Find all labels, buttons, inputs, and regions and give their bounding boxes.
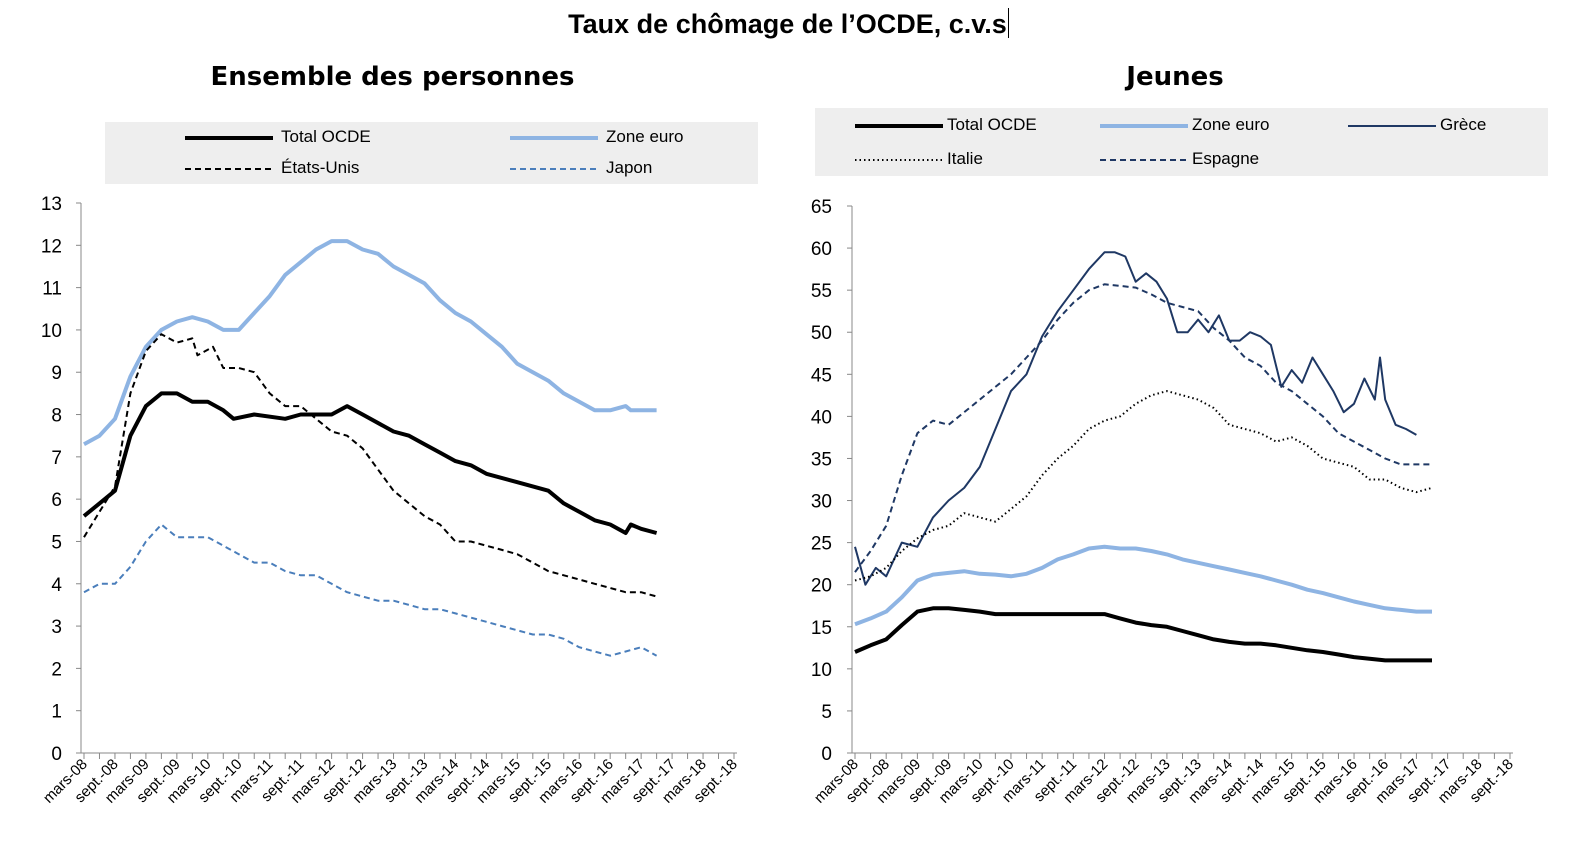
left-legend: Total OCDE Zone euro États-Unis Japon: [105, 122, 758, 184]
legend-label: Total OCDE: [281, 127, 371, 146]
right-line-chart: 05101520253035404550556065mars-08sept.-0…: [811, 197, 1517, 807]
series-line-italie: [854, 390, 1433, 582]
y-tick-label: 11: [42, 279, 62, 300]
y-tick-label: 3: [51, 617, 62, 638]
y-tick-label: 25: [811, 534, 832, 555]
y-tick-label: 8: [51, 406, 62, 427]
series-line-espagne: [854, 283, 1432, 573]
y-tick-label: 55: [811, 281, 832, 302]
y-tick-label: 2: [51, 659, 62, 680]
y-tick-label: 60: [811, 239, 832, 260]
y-tick-label: 45: [811, 365, 832, 386]
legend-label: États-Unis: [281, 158, 360, 177]
y-tick-label: 30: [811, 492, 832, 513]
series-line-total-ocde: [82, 391, 658, 535]
y-tick-label: 7: [51, 448, 62, 469]
y-tick-label: 13: [41, 194, 62, 215]
right-legend: Total OCDE Zone euro Grèce Italie Espagn…: [815, 108, 1548, 176]
legend-label: Italie: [947, 149, 983, 168]
legend-label: Espagne: [1192, 149, 1260, 168]
right-panel-title: Jeunes: [1126, 62, 1224, 92]
y-tick-label: 20: [811, 576, 832, 597]
text-cursor: [1007, 8, 1009, 38]
y-tick-label: 4: [51, 575, 62, 596]
y-tick-label: 0: [821, 744, 832, 765]
y-tick-label: 40: [811, 407, 832, 428]
series-line-zone-euro: [854, 544, 1432, 627]
main-title: Taux de chômage de l’OCDE, c.v.s: [568, 8, 1009, 39]
y-tick-label: 65: [811, 197, 832, 218]
y-tick-label: 12: [41, 236, 62, 257]
y-tick-label: 1: [51, 702, 62, 723]
y-tick-label: 10: [41, 321, 62, 342]
y-tick-label: 0: [51, 744, 62, 765]
y-tick-label: 6: [51, 490, 62, 511]
y-tick-label: 15: [811, 618, 832, 639]
y-tick-label: 5: [821, 702, 832, 723]
series-line-zone-euro: [83, 239, 657, 446]
y-tick-label: 9: [51, 363, 62, 384]
legend-label: Japon: [606, 158, 653, 177]
series-line-grece: [854, 251, 1417, 586]
left-line-chart: 012345678910111213mars-08sept.-08mars-09…: [40, 194, 741, 807]
series-line-total-ocde: [854, 606, 1432, 663]
legend-label: Total OCDE: [947, 115, 1037, 134]
legend-label: Grèce: [1440, 115, 1487, 134]
legend-label: Zone euro: [1192, 115, 1270, 134]
y-tick-label: 50: [811, 323, 832, 344]
left-panel-title: Ensemble des personnes: [210, 62, 575, 92]
legend-label: Zone euro: [606, 127, 684, 146]
series-line-etats-unis: [83, 333, 657, 598]
y-tick-label: 5: [51, 532, 62, 553]
y-tick-label: 10: [811, 660, 832, 681]
y-tick-label: 35: [811, 449, 832, 470]
series-line-japon: [83, 523, 658, 657]
